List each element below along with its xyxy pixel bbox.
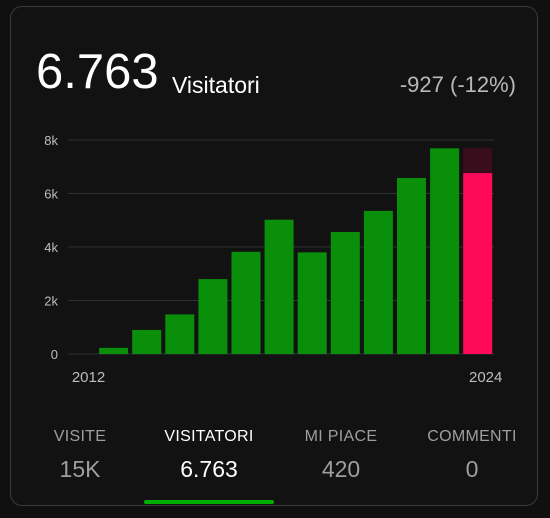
y-tick-label: 6k [44,187,58,202]
y-tick-label: 2k [44,294,58,309]
bar[interactable] [198,279,228,354]
current-period-bar[interactable] [463,173,493,354]
tab-label: VISITE [53,428,107,445]
y-tick-label: 0 [51,347,58,362]
tab-label: COMMENTI [427,428,517,445]
bar[interactable] [363,210,393,354]
bar[interactable] [99,347,129,354]
bar[interactable] [165,314,195,354]
active-tab-underline [144,500,274,504]
bar[interactable] [132,329,162,354]
tab-value: 15K [59,456,101,482]
tab-value: 420 [321,456,361,482]
tab-value: 0 [465,456,479,482]
bar[interactable] [297,252,327,354]
x-axis-ticks: 2012 2024 [72,369,503,386]
bar[interactable] [430,148,460,354]
bar[interactable] [330,232,360,354]
bars [99,148,493,354]
x-tick-label: 2024 [469,369,502,386]
tab-label: MI PIACE [304,428,378,445]
headline-label: Visitatori [172,72,260,98]
y-tick-label: 4k [44,240,58,255]
y-axis-ticks: 0 2k 4k 6k 8k [44,133,58,362]
change-indicator: -927 (-12%) [399,72,516,97]
bar[interactable] [264,219,294,354]
tab-visite[interactable]: VISITE 15K [15,428,145,483]
tab-commenti[interactable]: COMMENTI 0 [407,428,537,483]
bar[interactable] [231,251,261,354]
tab-visitatori[interactable]: VISITATORI 6.763 [144,428,274,483]
tab-mi-piace[interactable]: MI PIACE 420 [276,428,406,483]
tab-value: 6.763 [180,456,238,482]
headline-value: 6.763 [36,45,159,99]
bar[interactable] [397,177,426,354]
tab-label: VISITATORI [164,428,254,445]
x-tick-label: 2012 [72,369,105,386]
y-tick-label: 8k [44,133,58,148]
visitors-bar-chart: 0 2k 4k 6k 8k 2012 2024 [44,133,503,386]
metric-tabs: VISITE 15K VISITATORI 6.763 MI PIACE 420… [30,428,530,508]
